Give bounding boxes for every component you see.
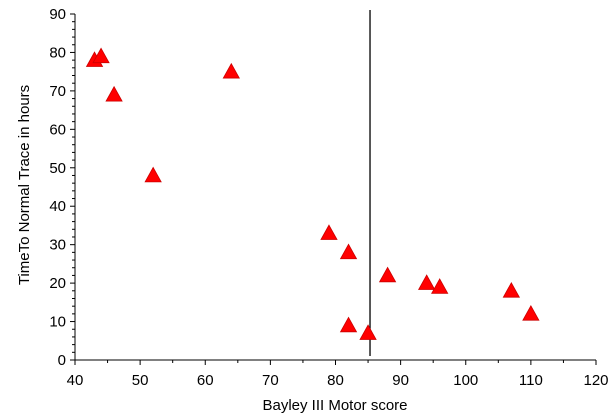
y-tick-label: 20 (49, 275, 66, 292)
x-tick-label: 70 (262, 372, 279, 389)
x-axis-title: Bayley III Motor score (262, 397, 407, 414)
data-point (105, 85, 123, 102)
ticks: 40 50 60 70 80 90 100 110 120 0 10 20 30 40 50 60 70 80 90 (49, 6, 608, 389)
axes (74, 14, 596, 361)
x-tick-label: 40 (67, 372, 84, 389)
y-tick-label: 50 (49, 160, 66, 177)
data-point (144, 166, 162, 183)
data-point (339, 316, 358, 333)
data-point (502, 281, 521, 298)
data-point (417, 274, 436, 290)
data-points (85, 47, 540, 340)
data-point (92, 47, 110, 64)
data-point (339, 243, 358, 260)
data-point (378, 266, 397, 283)
x-tick-label: 100 (453, 372, 478, 389)
data-point (222, 62, 240, 79)
y-tick-label: 0 (58, 352, 66, 369)
x-tick-label: 90 (392, 372, 409, 389)
y-tick-label: 40 (49, 198, 66, 215)
x-tick-label: 60 (197, 372, 214, 389)
data-point (320, 224, 338, 240)
x-tick-label: 80 (327, 372, 344, 389)
data-point (522, 305, 540, 321)
x-tick-label: 110 (519, 372, 543, 389)
y-tick-label: 10 (49, 314, 66, 331)
data-point (431, 278, 449, 294)
y-tick-label: 90 (49, 6, 66, 23)
x-tick-label: 50 (132, 372, 149, 389)
data-point (359, 324, 377, 340)
y-axis-title: TimeTo Normal Trace in hours (16, 85, 33, 285)
y-tick-label: 80 (49, 44, 66, 61)
y-tick-label: 60 (49, 121, 66, 138)
y-tick-label: 30 (49, 237, 66, 254)
y-tick-label: 70 (49, 83, 66, 100)
x-tick-label: 120 (583, 372, 608, 389)
